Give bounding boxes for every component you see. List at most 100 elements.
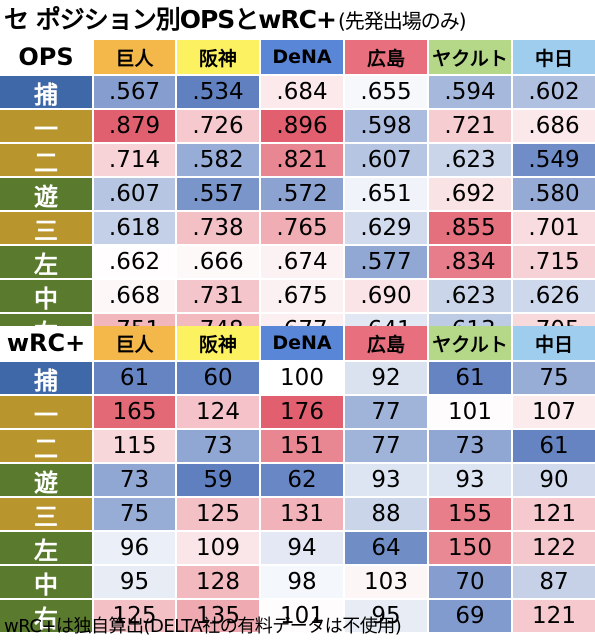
- heatmap-cell: 125: [92, 598, 175, 632]
- heatmap-cell: 95: [92, 564, 175, 598]
- heatmap-cell: .607: [92, 176, 175, 210]
- team-header: 広島: [343, 40, 427, 74]
- heatmap-cell: 109: [175, 530, 259, 564]
- position-label: 一: [0, 394, 92, 429]
- position-label: 二: [0, 428, 92, 463]
- heatmap-cell: 61: [511, 428, 595, 462]
- heatmap-cell: 128: [175, 564, 259, 598]
- footer-note: wRC+は独自算出(DELTA社の有料データは不使用): [4, 616, 402, 637]
- wrc-table: wRC+ 巨人 阪神 DeNA 広島 ヤクルト 中日捕 61 60 100 92 61 75 一 165 12…: [0, 326, 595, 633]
- heatmap-cell: .738: [175, 210, 259, 244]
- heatmap-cell: 75: [511, 360, 595, 394]
- heatmap-cell: 64: [343, 530, 427, 564]
- heatmap-cell: .607: [343, 142, 427, 176]
- heatmap-cell: .662: [92, 244, 175, 278]
- heatmap-cell: .686: [511, 108, 595, 142]
- heatmap-cell: 69: [427, 598, 511, 632]
- position-label: 中: [0, 564, 92, 599]
- heatmap-cell: .675: [259, 278, 343, 312]
- heatmap-cell: 61: [427, 360, 511, 394]
- heatmap-cell: .582: [175, 142, 259, 176]
- heatmap-cell: 155: [427, 496, 511, 530]
- table-row: 一 165 124 176 77 101 107: [0, 394, 595, 429]
- position-label: 一: [0, 108, 92, 143]
- heatmap-cell: 90: [511, 462, 595, 496]
- heatmap-cell: 121: [511, 598, 595, 632]
- heatmap-cell: .557: [175, 176, 259, 210]
- team-header: ヤクルト: [427, 326, 511, 360]
- position-label: 二: [0, 142, 92, 177]
- heatmap-cell: 61: [92, 360, 175, 394]
- heatmap-cell: 94: [259, 530, 343, 564]
- heatmap-cell: .896: [259, 108, 343, 142]
- table-row: 捕 61 60 100 92 61 75: [0, 360, 595, 395]
- table-row: 遊 .607.557.572.651.692.580: [0, 176, 595, 211]
- team-header: ヤクルト: [427, 40, 511, 74]
- heatmap-cell: 107: [511, 394, 595, 428]
- heatmap-cell: .534: [175, 74, 259, 108]
- team-header: 阪神: [175, 40, 259, 74]
- table-label: OPS: [0, 40, 92, 74]
- heatmap-cell: 93: [343, 462, 427, 496]
- heatmap-cell: 59: [175, 462, 259, 496]
- table-row: 中 95 128 98 103 70 87: [0, 564, 595, 599]
- heatmap-cell: 60: [175, 360, 259, 394]
- chart-title-sub: (先発出場のみ): [337, 9, 467, 33]
- heatmap-cell: 115: [92, 428, 175, 462]
- table-row: 二 115 73 151 77 73 61: [0, 428, 595, 463]
- heatmap-cell: .666: [175, 244, 259, 278]
- heatmap-cell: 121: [511, 496, 595, 530]
- heatmap-cell: 70: [427, 564, 511, 598]
- position-label: 捕: [0, 360, 92, 395]
- table-row: 捕 .567.534.684.655.594.602: [0, 74, 595, 109]
- heatmap-cell: .602: [511, 74, 595, 108]
- heatmap-cell: .577: [343, 244, 427, 278]
- heatmap-cell: .598: [343, 108, 427, 142]
- heatmap-cell: 75: [92, 496, 175, 530]
- heatmap-cell: .668: [92, 278, 175, 312]
- table-row: 中 .668.731.675.690.623.626: [0, 278, 595, 313]
- position-label: 左: [0, 244, 92, 279]
- heatmap-cell: .674: [259, 244, 343, 278]
- table-row: 一 .879.726.896.598.721.686: [0, 108, 595, 143]
- table-row: 左 96 109 94 64 150 122: [0, 530, 595, 565]
- heatmap-cell: 62: [259, 462, 343, 496]
- heatmap-cell: 88: [343, 496, 427, 530]
- heatmap-cell: 176: [259, 394, 343, 428]
- heatmap-cell: .572: [259, 176, 343, 210]
- heatmap-cell: .721: [427, 108, 511, 142]
- heatmap-cell: .879: [92, 108, 175, 142]
- table-row: 三 .618.738.765.629.855.701: [0, 210, 595, 245]
- heatmap-cell: 73: [175, 428, 259, 462]
- position-label: 遊: [0, 462, 92, 497]
- heatmap-cell: .726: [175, 108, 259, 142]
- position-label: 三: [0, 496, 92, 531]
- team-header: 阪神: [175, 326, 259, 360]
- heatmap-cell: .594: [427, 74, 511, 108]
- heatmap-cell: .684: [259, 74, 343, 108]
- heatmap-cell: 135: [175, 598, 259, 632]
- position-label: 遊: [0, 176, 92, 211]
- team-header: DeNA: [259, 40, 343, 74]
- heatmap-cell: .623: [427, 278, 511, 312]
- heatmap-cell: .715: [511, 244, 595, 278]
- heatmap-cell: .623: [427, 142, 511, 176]
- heatmap-cell: .731: [175, 278, 259, 312]
- position-label: 右: [0, 598, 92, 633]
- position-label: 捕: [0, 74, 92, 109]
- heatmap-cell: 124: [175, 394, 259, 428]
- team-header: DeNA: [259, 326, 343, 360]
- heatmap-cell: .855: [427, 210, 511, 244]
- team-header: 広島: [343, 326, 427, 360]
- heatmap-cell: 95: [343, 598, 427, 632]
- heatmap-cell: 103: [343, 564, 427, 598]
- heatmap-cell: 73: [92, 462, 175, 496]
- heatmap-cell: .765: [259, 210, 343, 244]
- table-row: 二 .714.582.821.607.623.549: [0, 142, 595, 177]
- heatmap-cell: 93: [427, 462, 511, 496]
- table-label: wRC+: [0, 326, 92, 360]
- heatmap-cell: 165: [92, 394, 175, 428]
- heatmap-cell: 73: [427, 428, 511, 462]
- heatmap-cell: .549: [511, 142, 595, 176]
- heatmap-cell: .714: [92, 142, 175, 176]
